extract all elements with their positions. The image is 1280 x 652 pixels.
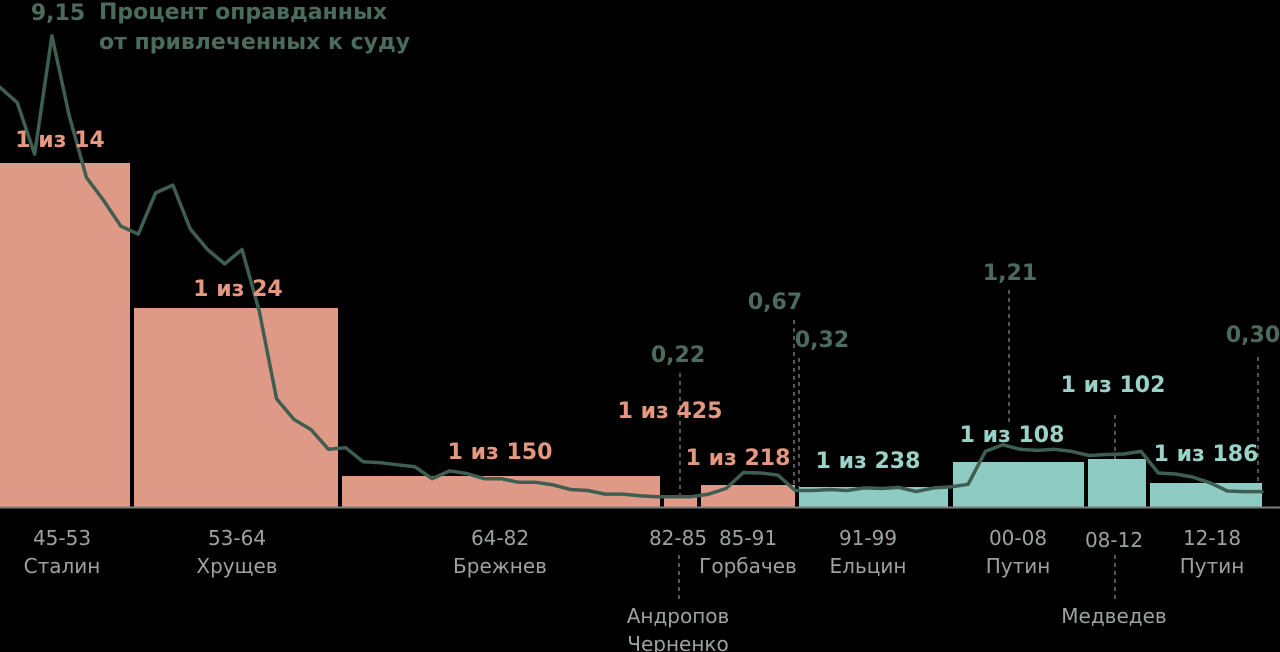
- bars-layer: [0, 163, 1280, 509]
- ruler-label: Сталин: [24, 554, 101, 578]
- ruler-label: Путин: [986, 554, 1051, 578]
- peak-value-label: 0,22: [651, 343, 705, 368]
- ruler-label: Черненко: [627, 632, 728, 652]
- bar-00-08: [953, 462, 1084, 507]
- peak-value-label: 1,21: [983, 261, 1037, 286]
- ruler-label: Брежнев: [453, 554, 547, 578]
- ruler-label: Горбачев: [699, 554, 797, 578]
- period-tick-label: 82-85: [649, 526, 707, 550]
- ratio-label: 1 из 108: [960, 423, 1065, 448]
- ratio-label: 1 из 150: [448, 440, 553, 465]
- ratio-label: 1 из 102: [1061, 373, 1166, 398]
- ratio-label: 1 из 186: [1154, 442, 1259, 467]
- labels-layer: 1 из 14 1 из 24 1 из 150 1 из 425 1 из 218 1 …: [15, 1, 1280, 652]
- peak-value-label: 0,30: [1226, 323, 1280, 348]
- bar-08-12: [1088, 459, 1146, 507]
- line-layer: [0, 34, 1264, 499]
- ratio-label: 1 из 218: [686, 446, 791, 471]
- period-tick-label: 91-99: [839, 526, 897, 550]
- chart-title-line-2: от привлеченных к суду: [99, 30, 410, 55]
- ratio-label: 1 из 24: [193, 277, 282, 302]
- bar-64-82: [342, 476, 660, 507]
- peak-value-label: 0,32: [795, 328, 849, 353]
- chart-title-line-1: Процент оправданных: [99, 0, 387, 25]
- guides-layer: [678, 290, 1259, 602]
- period-tick-label: 00-08: [989, 526, 1047, 550]
- bar-85-91: [701, 485, 795, 507]
- bar-53-64: [134, 308, 338, 507]
- ratio-label: 1 из 425: [618, 399, 723, 424]
- ratio-label: 1 из 238: [816, 449, 921, 474]
- period-tick-label: 64-82: [471, 526, 529, 550]
- peak-value-label: 9,15: [31, 1, 85, 26]
- bar-82-85: [664, 496, 697, 507]
- ruler-label: Путин: [1180, 554, 1245, 578]
- acquittal-percent-line: [0, 34, 1264, 499]
- ratio-label: 1 из 14: [15, 128, 104, 153]
- ruler-label: Андропов: [627, 604, 730, 628]
- period-tick-label: 08-12: [1085, 528, 1143, 552]
- ruler-label: Хрущев: [196, 554, 277, 578]
- bar-12-18: [1150, 483, 1262, 507]
- period-tick-label: 45-53: [33, 526, 91, 550]
- period-tick-label: 85-91: [719, 526, 777, 550]
- peak-value-label: 0,67: [748, 290, 802, 315]
- ruler-label: Ельцин: [830, 554, 907, 578]
- ruler-label: Медведев: [1061, 604, 1166, 628]
- period-tick-label: 53-64: [208, 526, 266, 550]
- period-tick-label: 12-18: [1183, 526, 1241, 550]
- bar-45-53: [0, 163, 130, 507]
